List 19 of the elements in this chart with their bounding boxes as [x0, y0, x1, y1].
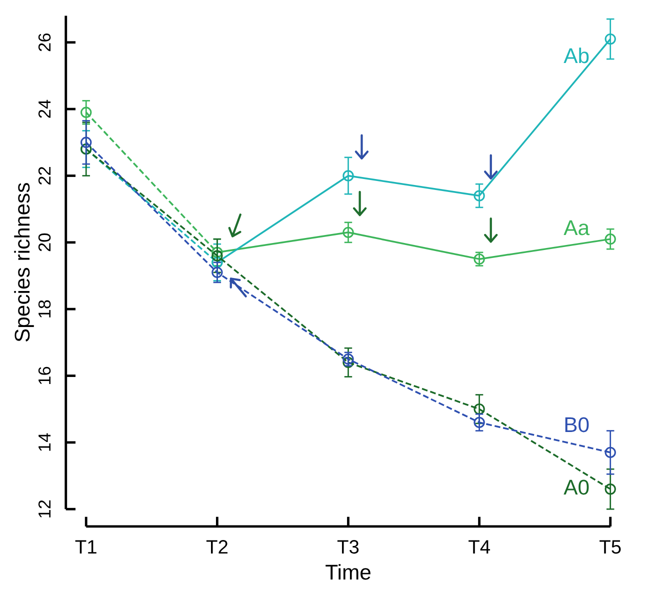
y-tick-label: 18	[34, 299, 54, 319]
x-axis-title: Time	[325, 561, 372, 584]
y-tick-label: 26	[34, 32, 54, 52]
y-tick-label: 24	[34, 99, 54, 119]
y-tick-label: 16	[34, 366, 54, 386]
x-tick-label: T2	[206, 537, 228, 558]
x-tick-label: T1	[74, 537, 98, 558]
series-label: Ab	[564, 44, 590, 68]
y-tick-label: 22	[34, 166, 54, 186]
y-tick-label: 12	[34, 499, 54, 519]
series-label: B0	[564, 414, 590, 438]
y-tick-label: 14	[34, 432, 54, 452]
series-label: A0	[564, 476, 590, 500]
series-label: Aa	[564, 217, 590, 240]
x-tick-label: T5	[599, 537, 622, 558]
x-tick-label: T3	[336, 537, 360, 558]
y-tick-label: 20	[34, 232, 54, 252]
y-axis-title: Species richness	[11, 182, 34, 342]
x-tick-label: T4	[468, 537, 491, 558]
